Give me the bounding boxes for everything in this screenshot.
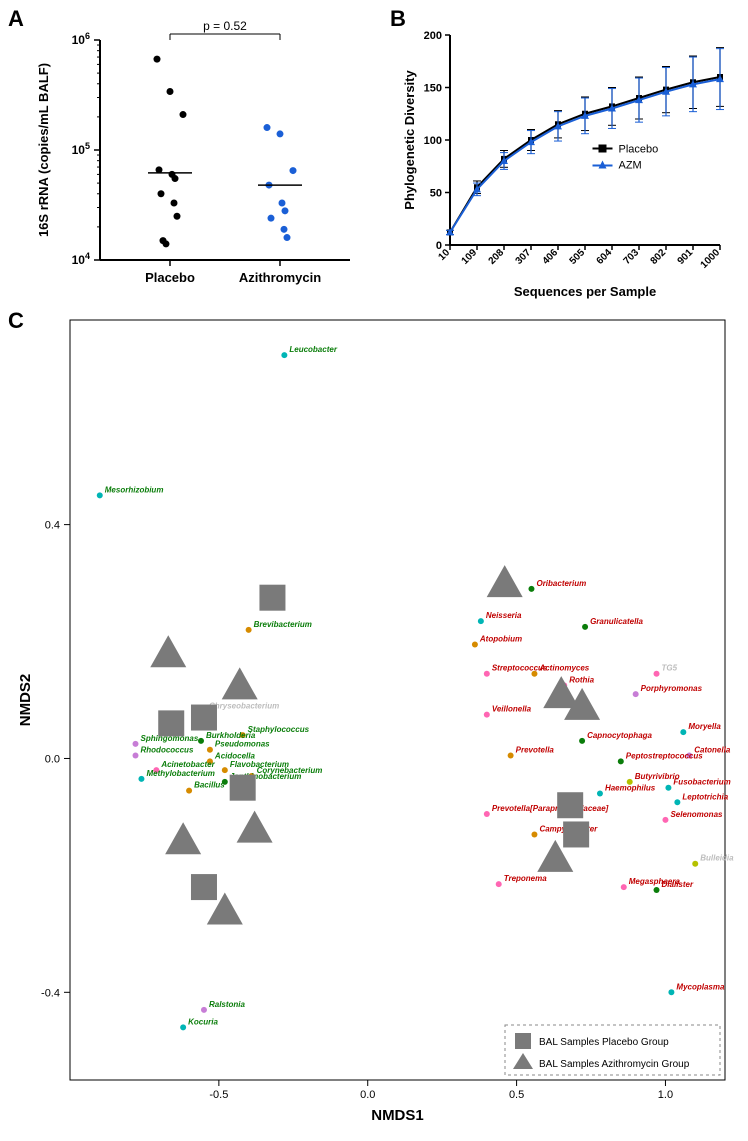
svg-text:Bulleidia: Bulleidia <box>700 854 734 863</box>
svg-text:Dialister: Dialister <box>662 880 694 889</box>
svg-text:Peptostreptococcus: Peptostreptococcus <box>626 751 703 760</box>
svg-text:Kocuria: Kocuria <box>188 1017 218 1026</box>
svg-text:Bacillus: Bacillus <box>194 781 225 790</box>
svg-text:Moryella: Moryella <box>688 722 721 731</box>
svg-text:Leucobacter: Leucobacter <box>289 345 337 354</box>
svg-text:Veillonella: Veillonella <box>492 705 532 714</box>
svg-text:901: 901 <box>676 247 696 267</box>
svg-text:BAL Samples Placebo Group: BAL Samples Placebo Group <box>539 1037 669 1048</box>
svg-text:Placebo: Placebo <box>145 270 195 285</box>
svg-text:Haemophilus: Haemophilus <box>605 784 656 793</box>
svg-text:Phylogenetic Diversity: Phylogenetic Diversity <box>402 70 417 210</box>
svg-text:Treponema: Treponema <box>504 874 548 883</box>
svg-text:-0.5: -0.5 <box>209 1089 228 1101</box>
svg-text:Chryseobacterium: Chryseobacterium <box>209 702 279 711</box>
panel-b-chart: 0501001502001010920830740650560470380290… <box>400 20 730 300</box>
svg-text:Acidocella: Acidocella <box>214 751 256 760</box>
svg-text:0.0: 0.0 <box>45 753 60 765</box>
svg-text:Placebo: Placebo <box>619 144 659 156</box>
svg-text:Mycoplasma: Mycoplasma <box>676 982 725 991</box>
svg-text:604: 604 <box>595 247 615 267</box>
svg-text:Staphylococcus: Staphylococcus <box>248 725 310 734</box>
panel-a-label: A <box>8 6 24 32</box>
svg-text:Actinomyces: Actinomyces <box>538 664 589 673</box>
svg-text:Rothia: Rothia <box>569 675 594 684</box>
svg-text:Capnocytophaga: Capnocytophaga <box>587 731 652 740</box>
svg-text:50: 50 <box>430 188 442 200</box>
svg-text:104: 104 <box>72 251 90 267</box>
svg-text:1.0: 1.0 <box>658 1089 673 1101</box>
svg-text:505: 505 <box>568 247 588 267</box>
svg-text:Prevotella: Prevotella <box>516 746 555 755</box>
svg-text:Prevotella[Paraprevotellaceae]: Prevotella[Paraprevotellaceae] <box>492 804 609 813</box>
svg-text:150: 150 <box>424 83 442 95</box>
svg-text:109: 109 <box>460 247 480 267</box>
svg-text:p = 0.52: p = 0.52 <box>203 20 247 33</box>
svg-text:0.0: 0.0 <box>360 1089 375 1101</box>
panel-c-chart: -0.5 0.0 0.5 1.0 -0.4 0.0 0.4 NMDS1 NMDS2 Leucoba… <box>10 310 740 1130</box>
svg-text:Burkholderia: Burkholderia <box>206 731 256 740</box>
svg-text:Leptotrichia: Leptotrichia <box>682 792 728 801</box>
svg-text:NMDS1: NMDS1 <box>371 1107 424 1124</box>
svg-text:NMDS2: NMDS2 <box>17 674 34 727</box>
svg-text:200: 200 <box>424 30 442 42</box>
svg-text:Acinetobacter: Acinetobacter <box>160 760 215 769</box>
svg-text:703: 703 <box>622 247 642 267</box>
svg-text:0.4: 0.4 <box>45 520 60 532</box>
svg-text:Porphyromonas: Porphyromonas <box>641 684 703 693</box>
svg-text:Fusobacterium: Fusobacterium <box>673 778 730 787</box>
svg-text:100: 100 <box>424 135 442 147</box>
svg-text:AZM: AZM <box>619 160 642 172</box>
svg-text:Mesorhizobium: Mesorhizobium <box>105 485 164 494</box>
svg-text:Brevibacterium: Brevibacterium <box>254 620 312 629</box>
svg-text:-0.4: -0.4 <box>41 987 60 999</box>
svg-text:802: 802 <box>649 247 669 267</box>
svg-text:Methylobacterium: Methylobacterium <box>146 769 214 778</box>
svg-text:Azithromycin: Azithromycin <box>239 270 321 285</box>
svg-text:Selenomonas: Selenomonas <box>670 810 723 819</box>
svg-text:Neisseria: Neisseria <box>486 611 522 620</box>
svg-text:Rhodococcus: Rhodococcus <box>141 746 194 755</box>
svg-text:Pseudomonas: Pseudomonas <box>215 740 270 749</box>
svg-text:Atopobium: Atopobium <box>479 634 522 643</box>
svg-text:1000: 1000 <box>699 247 723 271</box>
svg-text:Oribacterium: Oribacterium <box>536 579 586 588</box>
svg-text:16S rRNA (copies/mL BALF): 16S rRNA (copies/mL BALF) <box>36 63 51 237</box>
svg-text:105: 105 <box>72 141 90 157</box>
svg-text:Ralstonia: Ralstonia <box>209 1000 246 1009</box>
svg-text:Sequences per Sample: Sequences per Sample <box>514 284 656 299</box>
panel-a-chart: 104 105 106 16S rRNA (copies/mL BALF) Placeb… <box>30 20 360 300</box>
svg-text:BAL Samples Azithromycin Group: BAL Samples Azithromycin Group <box>539 1059 690 1070</box>
svg-text:106: 106 <box>72 31 90 47</box>
svg-text:307: 307 <box>514 247 534 267</box>
svg-text:Granulicatella: Granulicatella <box>590 617 643 626</box>
svg-text:TG5: TG5 <box>662 664 678 673</box>
svg-text:208: 208 <box>487 247 507 267</box>
svg-text:0.5: 0.5 <box>509 1089 524 1101</box>
svg-text:406: 406 <box>541 247 561 267</box>
